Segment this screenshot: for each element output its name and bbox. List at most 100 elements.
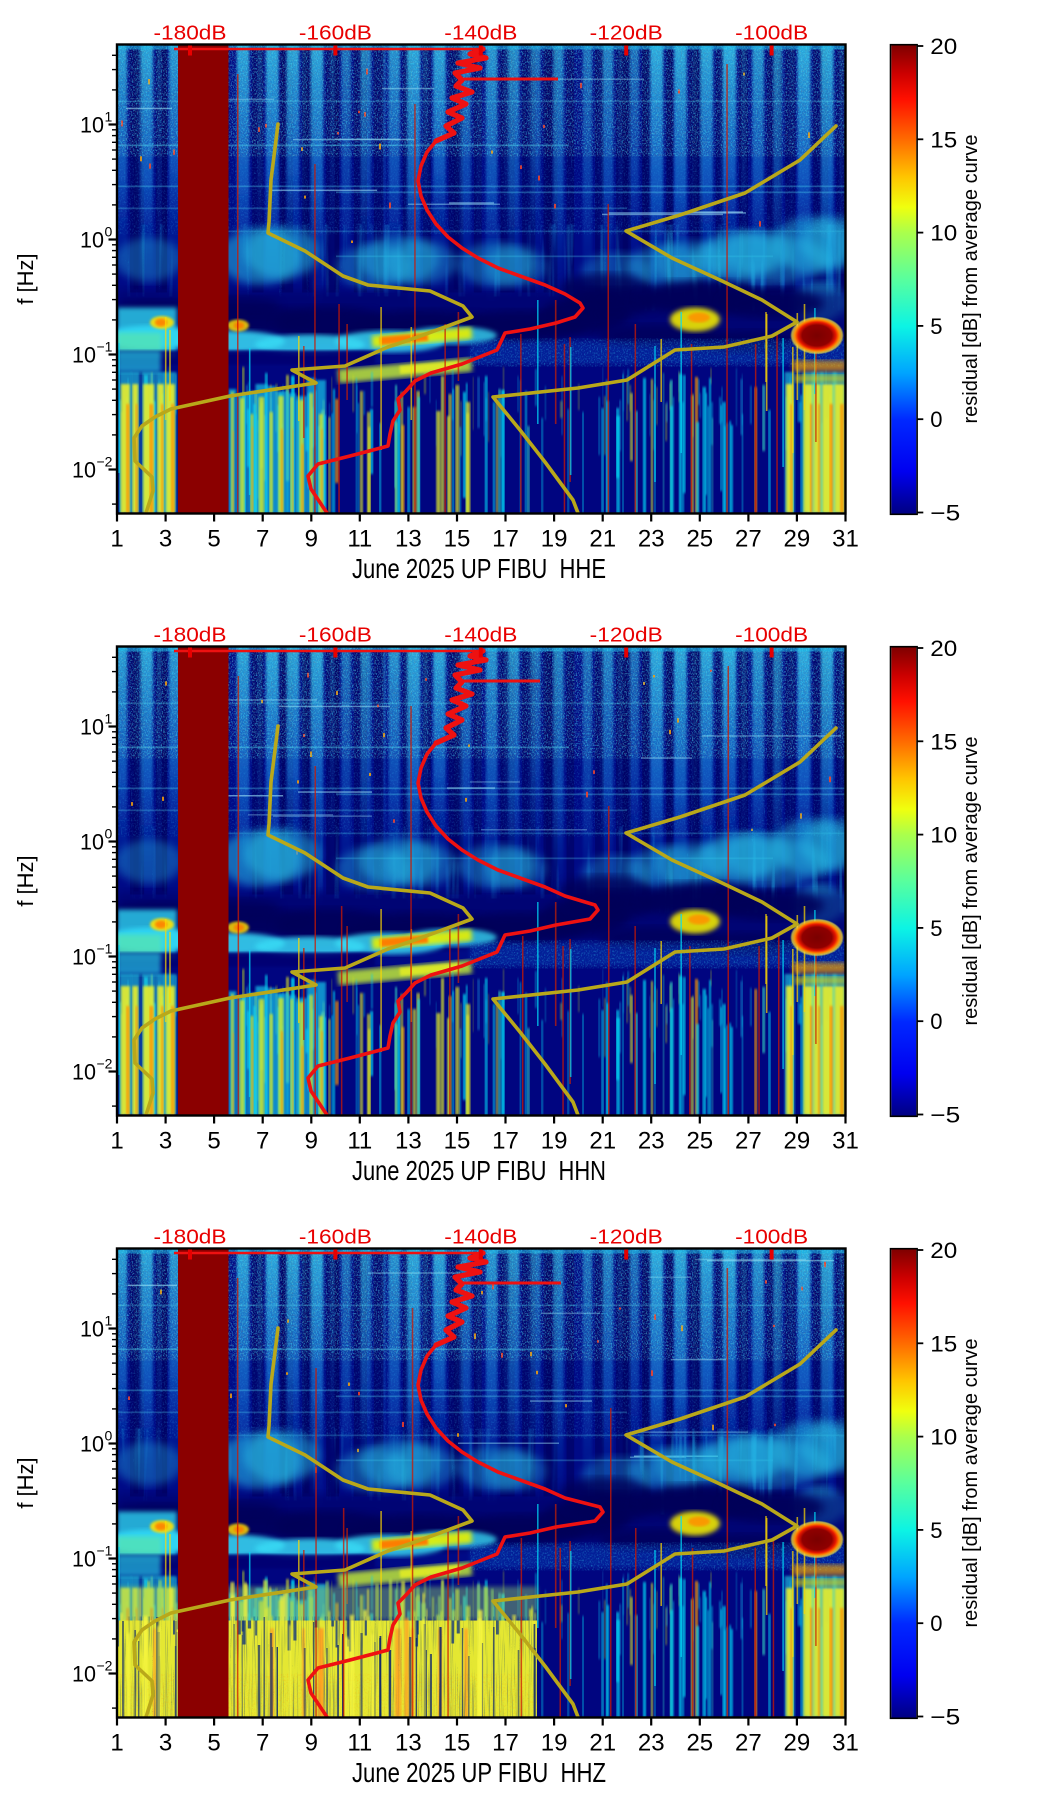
svg-text:0: 0 [930,1009,942,1034]
svg-text:10: 10 [72,1547,96,1572]
svg-text:29: 29 [784,1128,811,1155]
svg-text:-120dB: -120dB [590,23,663,45]
svg-text:-140dB: -140dB [444,23,517,45]
svg-text:17: 17 [492,1128,519,1155]
svg-text:21: 21 [589,526,616,553]
svg-text:−5: −5 [930,1705,960,1730]
svg-text:1: 1 [110,1730,123,1757]
svg-text:1: 1 [110,526,123,553]
svg-text:-180dB: -180dB [154,1227,227,1249]
svg-text:5: 5 [930,314,942,339]
svg-text:7: 7 [256,1128,269,1155]
svg-text:−1: −1 [97,339,113,355]
svg-text:June 2025 UP FIBU HHN: June 2025 UP FIBU HHN [352,1155,606,1186]
svg-text:-120dB: -120dB [590,1227,663,1249]
svg-text:10: 10 [72,343,96,368]
svg-text:21: 21 [589,1730,616,1757]
svg-text:27: 27 [735,1128,762,1155]
svg-text:f [Hz]: f [Hz] [13,1457,38,1508]
svg-text:20: 20 [930,1238,957,1263]
svg-text:1: 1 [105,711,113,727]
svg-text:10: 10 [72,1060,96,1085]
svg-text:−2: −2 [97,454,113,470]
svg-text:31: 31 [832,1730,859,1757]
svg-text:-160dB: -160dB [299,625,372,647]
svg-text:11: 11 [347,526,372,553]
svg-text:1: 1 [105,109,113,125]
svg-text:10: 10 [80,1432,104,1457]
svg-text:17: 17 [492,1730,519,1757]
svg-text:-100dB: -100dB [735,23,808,45]
svg-text:-100dB: -100dB [735,1227,808,1249]
svg-text:−2: −2 [97,1056,113,1072]
svg-text:9: 9 [305,1730,318,1757]
svg-text:-140dB: -140dB [444,625,517,647]
svg-text:−2: −2 [97,1658,113,1674]
svg-text:15: 15 [444,1128,471,1155]
svg-text:1: 1 [105,1313,113,1329]
svg-text:15: 15 [444,526,471,553]
svg-text:23: 23 [638,526,665,553]
svg-text:10: 10 [72,945,96,970]
svg-text:f [Hz]: f [Hz] [13,253,38,304]
svg-text:9: 9 [305,1128,318,1155]
svg-text:27: 27 [735,1730,762,1757]
svg-text:10: 10 [930,1425,957,1450]
svg-text:13: 13 [395,1730,422,1757]
svg-text:-160dB: -160dB [299,23,372,45]
svg-text:10: 10 [930,221,957,246]
svg-text:-180dB: -180dB [154,23,227,45]
svg-text:-180dB: -180dB [154,625,227,647]
svg-text:−1: −1 [97,941,113,957]
svg-text:29: 29 [784,526,811,553]
svg-text:25: 25 [686,526,713,553]
svg-text:1: 1 [110,1128,123,1155]
svg-text:17: 17 [492,526,519,553]
svg-text:25: 25 [686,1730,713,1757]
svg-text:-140dB: -140dB [444,1227,517,1249]
svg-text:19: 19 [541,1128,568,1155]
svg-text:19: 19 [541,1730,568,1757]
svg-text:0: 0 [105,224,113,240]
svg-text:5: 5 [207,1730,220,1757]
svg-text:9: 9 [305,526,318,553]
svg-text:23: 23 [638,1730,665,1757]
svg-text:10: 10 [80,1317,104,1342]
svg-text:11: 11 [347,1128,372,1155]
svg-text:June 2025 UP FIBU HHZ: June 2025 UP FIBU HHZ [352,1757,606,1788]
svg-text:31: 31 [832,1128,859,1155]
svg-text:residual [dB] from average cur: residual [dB] from average curve [960,736,982,1025]
svg-text:−5: −5 [930,501,960,526]
svg-text:10: 10 [930,823,957,848]
svg-text:7: 7 [256,526,269,553]
svg-text:15: 15 [930,729,957,754]
svg-text:f [Hz]: f [Hz] [13,855,38,906]
svg-text:-160dB: -160dB [299,1227,372,1249]
svg-text:10: 10 [80,113,104,138]
svg-text:7: 7 [256,1730,269,1757]
svg-text:20: 20 [930,636,957,661]
svg-text:21: 21 [589,1128,616,1155]
svg-text:10: 10 [72,1662,96,1687]
svg-text:11: 11 [347,1730,372,1757]
svg-text:5: 5 [207,1128,220,1155]
svg-text:23: 23 [638,1128,665,1155]
svg-text:0: 0 [930,1611,942,1636]
svg-text:10: 10 [80,830,104,855]
svg-text:3: 3 [159,1128,172,1155]
svg-text:-120dB: -120dB [590,625,663,647]
svg-text:−5: −5 [930,1103,960,1128]
svg-text:19: 19 [541,526,568,553]
svg-text:29: 29 [784,1730,811,1757]
svg-text:20: 20 [930,34,957,59]
svg-text:5: 5 [930,1518,942,1543]
svg-text:15: 15 [930,1331,957,1356]
svg-text:5: 5 [207,526,220,553]
svg-text:13: 13 [395,1128,422,1155]
svg-text:27: 27 [735,526,762,553]
svg-text:0: 0 [105,1428,113,1444]
svg-text:residual [dB] from average cur: residual [dB] from average curve [960,134,982,423]
svg-text:10: 10 [72,458,96,483]
svg-text:−1: −1 [97,1543,113,1559]
svg-text:5: 5 [930,916,942,941]
